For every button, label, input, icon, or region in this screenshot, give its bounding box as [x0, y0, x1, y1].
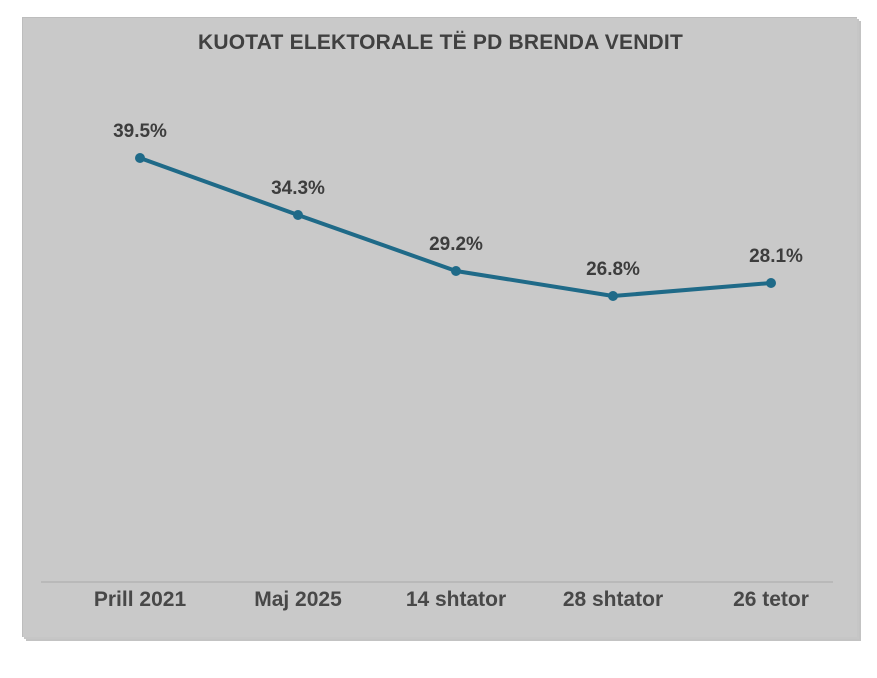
data-point-marker[interactable] — [293, 210, 303, 220]
data-point-marker[interactable] — [608, 291, 618, 301]
data-point-marker[interactable] — [766, 278, 776, 288]
category-axis-labels: Prill 2021 Maj 2025 14 shtator 28 shtator 26… — [23, 588, 857, 634]
line-chart-svg — [41, 153, 833, 583]
category-axis-label: 28 shtator — [562, 588, 664, 611]
data-point-marker[interactable] — [451, 266, 461, 276]
data-point-marker[interactable] — [135, 153, 145, 163]
category-axis-label: Prill 2021 — [93, 588, 187, 611]
data-point-label: 28.1% — [749, 246, 803, 267]
category-axis-label: Maj 2025 — [254, 588, 342, 611]
data-point-label: 39.5% — [113, 121, 167, 142]
chart-panel[interactable]: KUOTAT ELEKTORALE TË PD BRENDA VENDIT 39… — [22, 17, 857, 637]
data-point-label: 34.3% — [271, 178, 325, 199]
chart-title: KUOTAT ELEKTORALE TË PD BRENDA VENDIT — [198, 31, 683, 54]
data-point-markers — [135, 153, 776, 301]
category-axis-label: 14 shtator — [405, 588, 507, 611]
plot-area[interactable]: 39.5% 34.3% 29.2% 26.8% 28.1% — [23, 18, 857, 637]
category-axis-label: 26 tetor — [733, 588, 809, 611]
data-point-label: 29.2% — [429, 234, 483, 255]
data-point-label: 26.8% — [586, 259, 640, 280]
